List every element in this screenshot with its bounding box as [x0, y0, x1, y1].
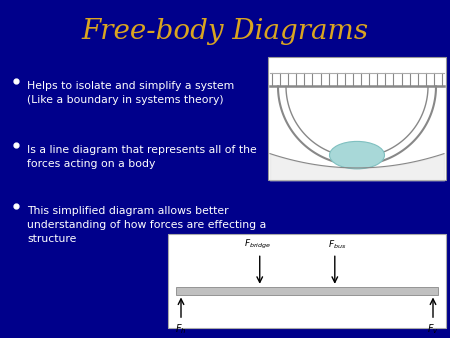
Bar — [268, 57, 446, 180]
Text: $F_h$: $F_h$ — [176, 322, 187, 336]
Ellipse shape — [329, 141, 384, 169]
Bar — [176, 287, 438, 295]
Text: $F_v$: $F_v$ — [427, 322, 439, 336]
Text: Helps to isolate and simplify a system
(Like a boundary in systems theory): Helps to isolate and simplify a system (… — [27, 80, 234, 104]
Text: This simplified diagram allows better
understanding of how forces are effecting : This simplified diagram allows better un… — [27, 206, 266, 244]
Text: Is a line diagram that represents all of the
forces acting on a body: Is a line diagram that represents all of… — [27, 145, 257, 169]
Text: Free-body Diagrams: Free-body Diagrams — [81, 18, 369, 45]
Text: $F_{bus}$: $F_{bus}$ — [328, 239, 346, 251]
Bar — [168, 234, 446, 328]
Text: $F_{bridge}$: $F_{bridge}$ — [244, 238, 271, 251]
